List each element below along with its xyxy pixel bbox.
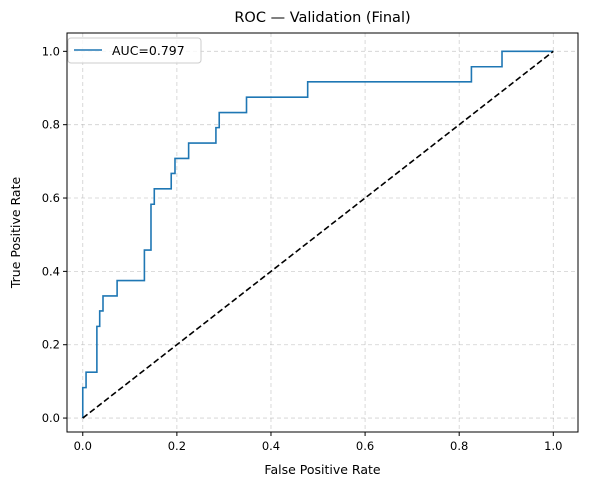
x-axis-label: False Positive Rate	[264, 462, 380, 477]
y-tick-label: 0.0	[42, 411, 60, 425]
y-tick-label: 0.2	[42, 338, 60, 352]
axes-frame	[66, 32, 579, 433]
x-tick-label: 0.6	[356, 439, 374, 453]
chance-diagonal-line	[82, 50, 554, 419]
legend-entry-auc: AUC=0.797	[112, 43, 185, 58]
x-tick-label: 1.0	[544, 439, 562, 453]
chart-title: ROC — Validation (Final)	[234, 10, 410, 26]
x-tick-label: 0.0	[74, 439, 92, 453]
x-tick-label: 0.4	[262, 439, 280, 453]
y-tick-label: 0.6	[42, 191, 60, 205]
y-tick-label: 0.8	[42, 118, 60, 132]
y-axis-label: True Positive Rate	[8, 177, 23, 290]
y-tick-label: 0.4	[42, 264, 60, 278]
x-tick-label: 0.2	[168, 439, 186, 453]
legend-box	[67, 37, 202, 64]
x-tick-label: 0.8	[450, 439, 468, 453]
legend: AUC=0.797	[67, 37, 202, 64]
roc-curve-line	[81, 50, 554, 419]
grid	[67, 33, 578, 432]
plot-lines	[81, 50, 554, 419]
y-tick-label: 1.0	[42, 44, 60, 58]
ticks: 0.0 0.2 0.4 0.6 0.8 1.0 0.0 0.2 0.4 0.6 0.8 1.0	[42, 44, 563, 453]
